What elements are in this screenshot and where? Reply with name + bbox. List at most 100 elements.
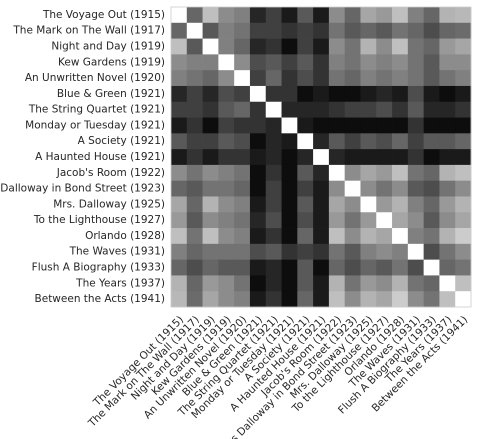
- heatmap-cell-r4-c15: [407, 70, 424, 87]
- heatmap-cell-r8-c5: [249, 133, 267, 150]
- heatmap-cell-r16-c0: [171, 259, 188, 276]
- heatmap-cell-r4-c5: [249, 70, 267, 87]
- heatmap-cell-r16-c13: [376, 259, 393, 276]
- heatmap-cell-r13-c15: [407, 212, 424, 229]
- heatmap-cell-r10-c1: [186, 164, 203, 182]
- heatmap-cell-r6-c4: [234, 101, 251, 118]
- heatmap-cell-r10-c15: [407, 164, 424, 182]
- y-tick-label: Monday or Tuesday (1921): [25, 119, 165, 131]
- heatmap-cell-r18-c14: [392, 291, 409, 308]
- heatmap-cell-r8-c18: [455, 133, 472, 150]
- heatmap-cell-r17-c12: [360, 275, 377, 292]
- heatmap-cell-r2-c7: [281, 38, 298, 55]
- y-axis-tick-labels: The Voyage Out (1915) The Mark on The Wal…: [0, 9, 165, 305]
- heatmap-cell-r0-c13: [376, 7, 393, 24]
- heatmap-cell-r13-c2: [202, 212, 219, 229]
- heatmap-cell-r11-c12: [360, 180, 377, 197]
- heatmap-cell-r18-c5: [249, 291, 267, 308]
- heatmap-cell-r18-c8: [297, 291, 314, 308]
- heatmap-cell-r3-c12: [360, 54, 377, 71]
- heatmap-cell-r5-c3: [218, 85, 235, 103]
- heatmap-cell-r11-c10: [328, 180, 346, 197]
- heatmap-cell-r13-c6: [265, 212, 282, 229]
- heatmap-cell-r5-c4: [234, 85, 251, 103]
- heatmap-cell-r12-c11: [344, 196, 361, 213]
- heatmap-cell-r3-c16: [423, 54, 440, 71]
- heatmap-cell-r17-c18: [455, 275, 472, 292]
- heatmap-cell-r7-c8: [297, 117, 314, 134]
- heatmap-cell-r12-c15: [407, 196, 424, 213]
- heatmap-cell-r9-c8: [297, 149, 314, 166]
- heatmap-cell-r2-c2: [202, 38, 219, 55]
- heatmap-cell-r8-c1: [186, 133, 203, 150]
- heatmap-cell-r11-c9: [313, 180, 330, 197]
- heatmap-cell-r13-c14: [392, 212, 409, 229]
- heatmap-cell-r9-c15: [407, 149, 424, 166]
- heatmap-cell-r6-c2: [202, 101, 219, 118]
- heatmap-cell-r3-c11: [344, 54, 361, 71]
- heatmap-cell-r15-c2: [202, 243, 219, 260]
- heatmap-cell-r16-c11: [344, 259, 361, 276]
- heatmap-cell-r3-c18: [455, 54, 472, 71]
- heatmap-cell-r2-c3: [218, 38, 235, 55]
- y-tick-label: Orlando (1928): [85, 230, 165, 242]
- heatmap-cell-r4-c9: [313, 70, 330, 87]
- heatmap-cell-r13-c7: [281, 212, 298, 229]
- heatmap-cell-r14-c12: [360, 228, 377, 245]
- heatmap-cell-r4-c10: [328, 70, 346, 87]
- heatmap-cell-r13-c10: [328, 212, 346, 229]
- heatmap-cell-r18-c15: [407, 291, 424, 308]
- heatmap-cell-r16-c9: [313, 259, 330, 276]
- heatmap-cell-r17-c9: [313, 275, 330, 292]
- heatmap-cell-r10-c3: [218, 164, 235, 182]
- heatmap-cell-r9-c6: [265, 149, 282, 166]
- heatmap-cell-r7-c0: [171, 117, 188, 134]
- heatmap-cell-r2-c18: [455, 38, 472, 55]
- heatmap-cell-r14-c8: [297, 228, 314, 245]
- heatmap-cell-r8-c4: [234, 133, 251, 150]
- heatmap-cell-r12-c1: [186, 196, 203, 213]
- heatmap-cell-r2-c13: [376, 38, 393, 55]
- heatmap-cell-r17-c3: [218, 275, 235, 292]
- heatmap-cell-r10-c5: [249, 164, 267, 182]
- y-tick-label: Mrs. Dalloway (1925): [53, 198, 165, 210]
- heatmap-cell-r8-c9: [313, 133, 330, 150]
- heatmap-cell-r12-c5: [249, 196, 267, 213]
- heatmap-cell-r2-c4: [234, 38, 251, 55]
- heatmap-cell-r2-c14: [392, 38, 409, 55]
- heatmap-cell-r17-c5: [249, 275, 267, 292]
- heatmap-cell-r4-c16: [423, 70, 440, 87]
- heatmap-cell-r13-c17: [439, 212, 456, 229]
- heatmap-cell-r15-c14: [392, 243, 409, 260]
- heatmap-cell-r11-c11: [344, 180, 361, 197]
- heatmap-cell-r16-c1: [186, 259, 203, 276]
- heatmap-cell-r2-c12: [360, 38, 377, 55]
- y-tick-label: To the Lighthouse (1927): [33, 214, 165, 226]
- heatmap-cell-r15-c5: [249, 243, 267, 260]
- heatmap-cell-r18-c7: [281, 291, 298, 308]
- heatmap-cell-r10-c11: [344, 164, 361, 182]
- heatmap-cell-r17-c13: [376, 275, 393, 292]
- heatmap-cell-r12-c12: [360, 196, 377, 213]
- heatmap-cell-r15-c13: [376, 243, 393, 260]
- heatmap-cell-r18-c13: [376, 291, 393, 308]
- heatmap-cell-r8-c2: [202, 133, 219, 150]
- heatmap-cell-r1-c2: [202, 22, 219, 39]
- heatmap-cell-r6-c7: [281, 101, 298, 118]
- heatmap-cell-r15-c15: [407, 243, 424, 260]
- heatmap-cell-r12-c6: [265, 196, 282, 213]
- heatmap-cell-r1-c15: [407, 22, 424, 39]
- heatmap-cell-r13-c12: [360, 212, 377, 229]
- heatmap-cell-r3-c0: [171, 54, 188, 71]
- heatmap-cell-r5-c7: [281, 85, 298, 103]
- heatmap-cell-r15-c11: [344, 243, 361, 260]
- heatmap-cell-r9-c4: [234, 149, 251, 166]
- heatmap-cell-r6-c12: [360, 101, 377, 118]
- heatmap-cell-r15-c12: [360, 243, 377, 260]
- heatmap-cell-r18-c2: [202, 291, 219, 308]
- heatmap-cell-r7-c2: [202, 117, 219, 134]
- heatmap-cell-r4-c0: [171, 70, 188, 87]
- heatmap-cell-r18-c1: [186, 291, 203, 308]
- heatmap-cell-r13-c5: [249, 212, 267, 229]
- y-tick-label: Jacob's Room (1922): [56, 167, 165, 179]
